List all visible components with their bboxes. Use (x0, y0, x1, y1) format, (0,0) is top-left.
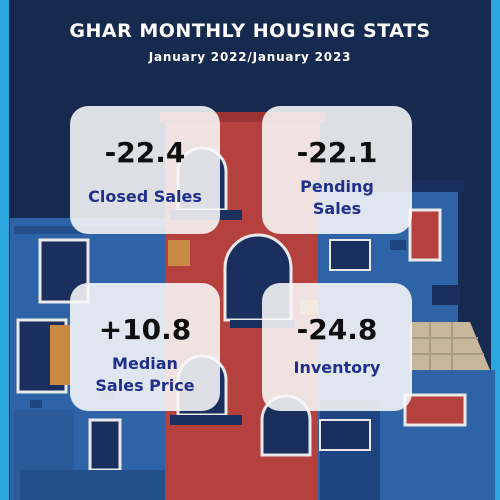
pending-sales-label-line2: Sales (312, 199, 362, 218)
right-accent-border (491, 0, 500, 500)
pending-sales-label-line1: Pending (300, 177, 374, 196)
inventory-label: Inventory (293, 358, 381, 377)
closed-sales-value: -22.4 (104, 136, 186, 169)
left-accent-border (0, 0, 9, 500)
median-sales-price-label-line1: Median (112, 354, 178, 373)
median-sales-price-card: +10.8 Median Sales Price (70, 283, 220, 411)
inventory-card: -24.8 Inventory (262, 283, 412, 411)
closed-sales-card: -22.4 Closed Sales (70, 106, 220, 234)
pending-sales-card: -22.1 Pending Sales (262, 106, 412, 234)
pending-sales-label: Pending Sales (262, 176, 412, 220)
pending-sales-value: -22.1 (296, 136, 378, 169)
date-range-subtitle: January 2022/January 2023 (148, 50, 352, 64)
page-title: GHAR MONTHLY HOUSING STATS (69, 20, 431, 42)
median-sales-price-value: +10.8 (98, 313, 192, 346)
median-sales-price-label-line2: Sales Price (95, 376, 195, 395)
inventory-value: -24.8 (296, 313, 378, 346)
median-sales-price-label: Median Sales Price (70, 353, 220, 397)
closed-sales-label: Closed Sales (88, 187, 202, 206)
